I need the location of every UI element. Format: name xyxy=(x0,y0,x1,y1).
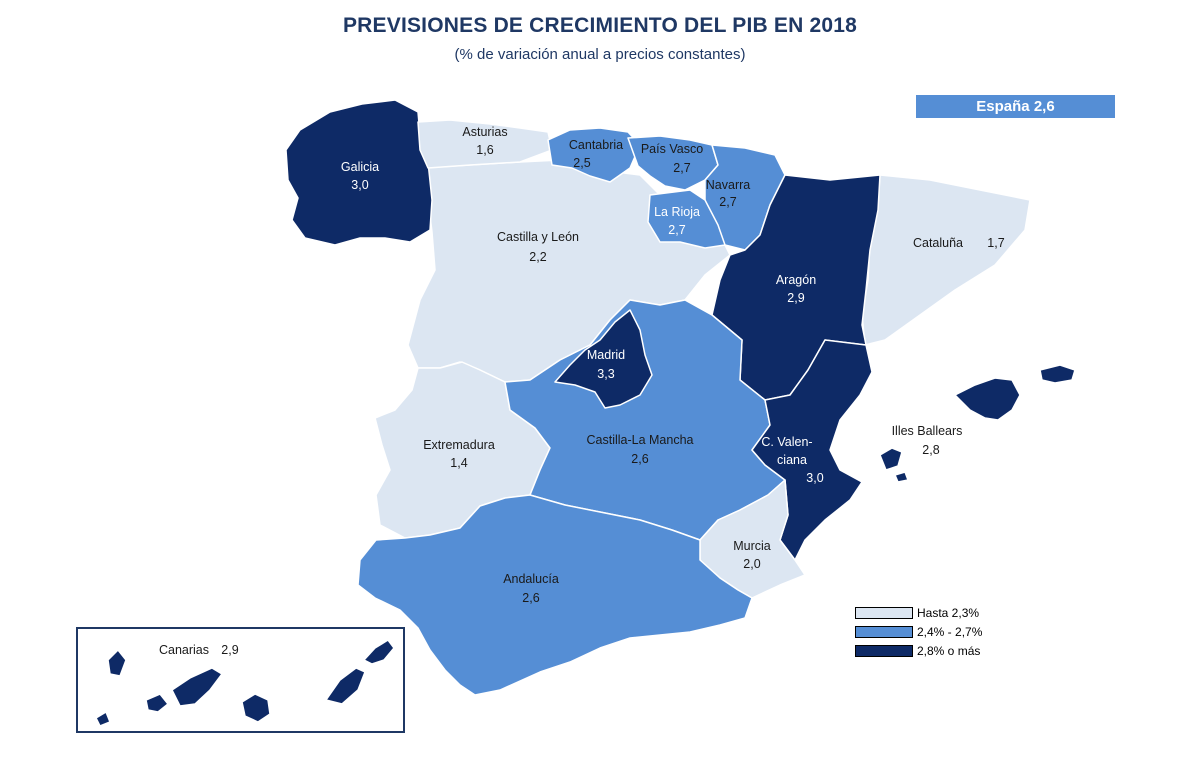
label-murcia-value: 2,0 xyxy=(743,557,760,571)
label-aragon-value: 2,9 xyxy=(787,291,804,305)
legend-swatch-mid xyxy=(855,625,913,638)
label-valenciana-name-1: C. Valen- xyxy=(761,435,812,449)
label-galicia-value: 3,0 xyxy=(351,178,368,192)
region-madrid[interactable] xyxy=(554,309,653,409)
label-castilla-leon-value: 2,2 xyxy=(529,250,546,264)
label-aragon-name: Aragón xyxy=(776,273,816,287)
label-pais-vasco-name: País Vasco xyxy=(641,142,703,156)
region-cataluna[interactable] xyxy=(861,174,1031,346)
label-andalucia-value: 2,6 xyxy=(522,591,539,605)
map-title: PREVISIONES DE CRECIMIENTO DEL PIB EN 20… xyxy=(342,14,858,37)
label-murcia-name: Murcia xyxy=(733,539,771,553)
label-pais-vasco-value: 2,7 xyxy=(673,161,690,175)
label-cataluna-name: Cataluña xyxy=(913,236,963,250)
label-cantabria-name: Cantabria xyxy=(569,138,623,152)
region-cantabria[interactable] xyxy=(547,127,641,183)
region-labels: Galicia 3,0 Asturias 1,6 Cantabria 2,5 P… xyxy=(159,125,1005,657)
label-canarias-name: Canarias xyxy=(159,643,209,657)
region-baleares-ibiza[interactable] xyxy=(879,447,903,471)
region-baleares-menorca[interactable] xyxy=(1039,364,1076,384)
region-la-rioja[interactable] xyxy=(647,189,726,249)
label-navarra-name: Navarra xyxy=(706,178,751,192)
region-galicia[interactable] xyxy=(285,99,433,246)
label-la-rioja-value: 2,7 xyxy=(668,223,685,237)
label-galicia-name: Galicia xyxy=(341,160,379,174)
region-canarias[interactable] xyxy=(95,639,395,727)
label-madrid-value: 3,3 xyxy=(597,367,614,381)
label-extremadura-name: Extremadura xyxy=(423,438,495,452)
region-baleares-formentera[interactable] xyxy=(894,471,909,483)
label-castilla-leon-name: Castilla y León xyxy=(497,230,579,244)
region-andalucia[interactable] xyxy=(357,494,753,696)
label-baleares-name: Illes Ballears xyxy=(892,424,963,438)
legend-swatch-low xyxy=(855,606,913,619)
label-la-rioja-name: La Rioja xyxy=(654,205,700,219)
legend-item-high: 2,8% o más xyxy=(855,642,982,659)
label-castilla-la-mancha-value: 2,6 xyxy=(631,452,648,466)
label-baleares-value: 2,8 xyxy=(922,443,939,457)
label-castilla-la-mancha-name: Castilla-La Mancha xyxy=(587,433,694,447)
canarias-inset-frame xyxy=(76,627,405,733)
legend-label-low: Hasta 2,3% xyxy=(917,605,980,620)
legend-item-low: Hasta 2,3% xyxy=(855,604,982,621)
national-average-badge: España 2,6 xyxy=(916,95,1115,118)
label-navarra-value: 2,7 xyxy=(719,195,736,209)
label-cataluna-value: 1,7 xyxy=(987,236,1004,250)
legend-item-mid: 2,4% - 2,7% xyxy=(855,623,982,640)
label-asturias-name: Asturias xyxy=(462,125,507,139)
region-baleares[interactable] xyxy=(954,377,1021,421)
region-valenciana[interactable] xyxy=(751,339,873,561)
label-andalucia-name: Andalucía xyxy=(503,572,559,586)
legend-swatch-high xyxy=(855,644,913,657)
legend: Hasta 2,3% 2,4% - 2,7% 2,8% o más xyxy=(855,604,982,661)
label-asturias-value: 1,6 xyxy=(476,143,493,157)
label-extremadura-value: 1,4 xyxy=(450,456,467,470)
legend-label-high: 2,8% o más xyxy=(917,643,981,658)
label-canarias-value: 2,9 xyxy=(221,643,238,657)
label-valenciana-name-2: ciana xyxy=(777,453,807,467)
map-subtitle: (% de variación anual a precios constant… xyxy=(454,46,746,63)
label-cantabria-value: 2,5 xyxy=(573,156,590,170)
label-madrid-name: Madrid xyxy=(587,348,625,362)
label-valenciana-value: 3,0 xyxy=(806,471,823,485)
legend-label-mid: 2,4% - 2,7% xyxy=(917,624,983,639)
